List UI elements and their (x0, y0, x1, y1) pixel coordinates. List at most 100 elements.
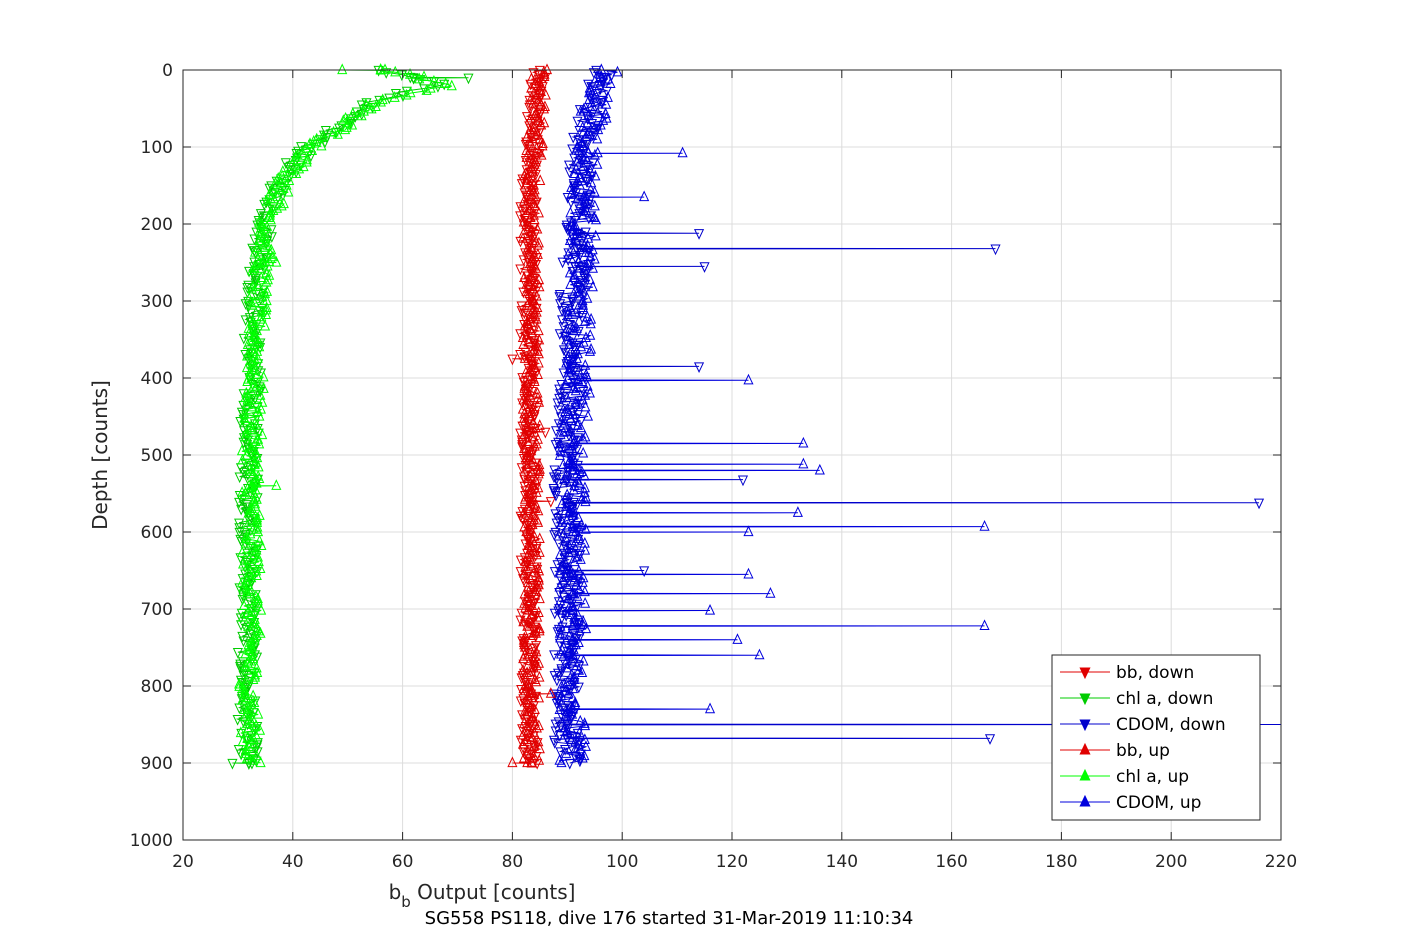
data-point (556, 497, 567, 509)
data-point (534, 670, 545, 682)
data-point (532, 222, 543, 234)
data-point (572, 347, 583, 359)
data-point (529, 213, 540, 225)
data-point (241, 449, 252, 460)
data-point (737, 475, 749, 487)
data-point (593, 123, 604, 135)
data-point (588, 211, 600, 222)
data-point (246, 479, 257, 491)
data-point (252, 252, 264, 264)
data-point (554, 548, 566, 560)
data-point (572, 116, 583, 128)
data-point (572, 289, 583, 301)
data-point (524, 102, 535, 114)
data-point (562, 705, 573, 717)
data-point (389, 91, 400, 102)
data-point (248, 733, 259, 744)
data-point (565, 363, 577, 375)
data-point (578, 654, 589, 666)
data-point (241, 587, 252, 599)
data-point (555, 574, 566, 585)
data-point (528, 749, 539, 761)
data-point (522, 377, 533, 389)
data-point (523, 336, 534, 347)
data-point (579, 543, 591, 555)
data-point (574, 631, 585, 643)
data-point (549, 738, 560, 749)
data-point (244, 326, 255, 338)
data-point (519, 319, 530, 331)
data-point (566, 439, 577, 451)
data-point (234, 472, 245, 484)
data-point (577, 576, 588, 587)
data-point (523, 275, 535, 287)
data-point (582, 370, 593, 382)
data-point (588, 68, 599, 79)
data-point (564, 731, 575, 742)
data-point (253, 433, 264, 444)
data-point (571, 467, 582, 479)
data-point (814, 463, 825, 475)
data-point (568, 287, 579, 299)
data-point (554, 292, 565, 303)
data-point (294, 162, 305, 174)
data-point (584, 386, 595, 398)
data-point (238, 557, 249, 569)
data-point (276, 199, 287, 211)
data-point (252, 352, 263, 363)
data-point (360, 98, 371, 109)
data-point (235, 726, 246, 738)
data-point (526, 81, 537, 93)
series-4 (234, 63, 457, 768)
data-point (517, 442, 528, 454)
data-point (248, 652, 259, 664)
data-point (577, 299, 589, 310)
data-point (557, 516, 568, 527)
data-point (576, 465, 587, 477)
data-point (600, 107, 611, 118)
data-point (570, 696, 581, 708)
data-point (241, 361, 253, 373)
data-point (573, 737, 584, 749)
data-point (517, 232, 529, 243)
data-point (562, 303, 573, 315)
data-point (531, 675, 542, 687)
data-point (253, 278, 264, 289)
y-tick-label: 500 (141, 446, 173, 466)
data-point (550, 440, 561, 451)
data-point (577, 617, 588, 629)
data-point (545, 687, 556, 698)
data-point (553, 539, 565, 551)
data-point (554, 449, 565, 460)
data-point (567, 509, 578, 520)
data-point (533, 573, 544, 585)
data-point (252, 550, 264, 562)
data-point (518, 636, 530, 647)
data-point (555, 631, 566, 643)
series-line (512, 69, 551, 764)
data-point (518, 652, 529, 664)
data-point (519, 567, 530, 578)
data-point (589, 252, 600, 264)
data-point (246, 636, 257, 647)
data-point (247, 264, 258, 276)
data-point (567, 649, 578, 660)
data-point (525, 553, 536, 564)
data-point (529, 583, 540, 594)
x-tick-label: 120 (716, 852, 748, 872)
data-point (242, 393, 253, 405)
data-point (525, 469, 536, 481)
data-point (699, 262, 710, 273)
data-point (562, 720, 573, 732)
x-tick-label: 220 (1265, 852, 1297, 872)
data-point (990, 244, 1001, 256)
data-point (574, 172, 585, 183)
data-point (551, 518, 562, 530)
data-point (530, 421, 541, 433)
data-point (241, 717, 252, 728)
data-point (798, 457, 809, 469)
data-point (419, 84, 430, 96)
data-point (549, 530, 560, 541)
data-point (301, 141, 312, 153)
data-point (555, 428, 566, 440)
